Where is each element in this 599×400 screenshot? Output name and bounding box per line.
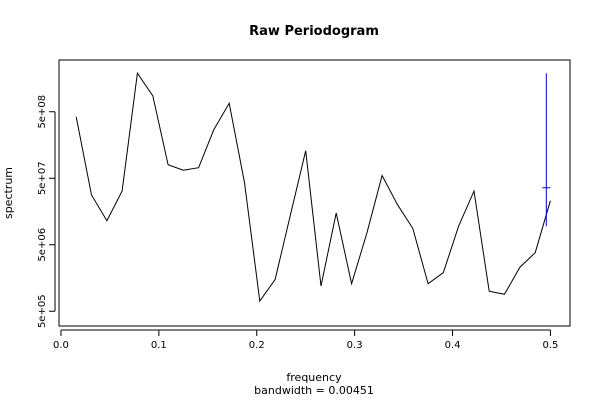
x-axis: 0.0 0.1 0.2 0.3 0.4 0.5	[53, 329, 558, 351]
x-tick-label: 0.5	[542, 340, 558, 351]
y-axis: 5e+05 5e+06 5e+07 5e+08	[37, 95, 56, 328]
chart-title: Raw Periodogram	[249, 24, 379, 39]
y-axis-label: spectrum	[2, 167, 15, 219]
spectrum-line	[75, 71, 551, 303]
confidence-bar	[542, 73, 551, 227]
series-layer	[75, 71, 551, 303]
y-tick-label: 5e+08	[37, 95, 48, 129]
plot-frame	[58, 59, 571, 327]
y-tick-label: 5e+07	[37, 161, 48, 195]
x-tick-label: 0.3	[347, 340, 363, 351]
x-tick-label: 0.0	[53, 340, 69, 351]
y-tick-label: 5e+06	[37, 228, 48, 262]
y-tick-label: 5e+05	[37, 294, 48, 328]
x-tick-label: 0.1	[151, 340, 167, 351]
x-axis-sublabel: bandwidth = 0.00451	[254, 384, 374, 397]
x-axis-label: frequency	[286, 371, 342, 384]
x-tick-label: 0.2	[249, 340, 265, 351]
x-tick-label: 0.4	[445, 340, 461, 351]
